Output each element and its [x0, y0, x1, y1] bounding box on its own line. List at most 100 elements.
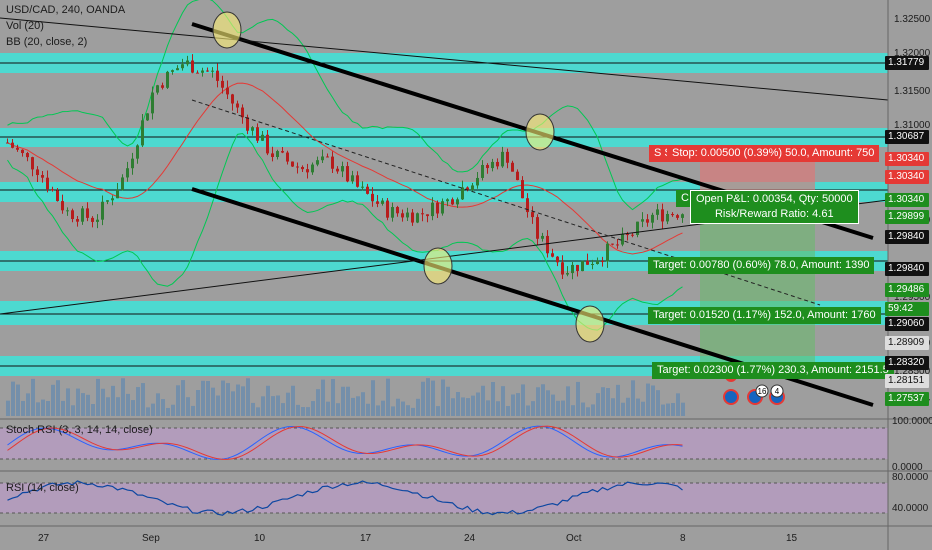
volume-bar	[306, 407, 310, 416]
price-label-plain: 1.28151	[885, 374, 929, 388]
volume-bar	[346, 386, 350, 416]
volume-legend[interactable]: Vol (20)	[6, 20, 44, 32]
candle	[236, 103, 239, 108]
volume-bar	[641, 401, 645, 416]
volume-bar	[21, 400, 25, 416]
volume-bar	[681, 402, 685, 416]
candle	[506, 151, 509, 163]
volume-bar	[581, 402, 585, 416]
badge-16	[755, 384, 769, 398]
volume-bar	[456, 392, 460, 416]
candle	[441, 201, 444, 214]
volume-bar	[386, 378, 390, 416]
volume-bar	[251, 402, 255, 416]
stop-order[interactable]: Stop: 0.00500 (0.39%) 50.0, Amount: 750	[667, 145, 880, 162]
volume-bar	[61, 400, 65, 416]
time-tick: 15	[786, 533, 798, 544]
candle	[446, 199, 449, 202]
candle	[46, 177, 49, 190]
volume-bar	[146, 407, 150, 416]
volume-bar	[576, 381, 580, 416]
candle	[351, 175, 354, 182]
stoch-legend[interactable]: Stoch RSI (3, 3, 14, 14, close)	[6, 424, 153, 436]
rsi-legend[interactable]: RSI (14, close)	[6, 482, 79, 494]
candle	[31, 157, 34, 170]
candle	[66, 210, 69, 212]
volume-bar	[281, 403, 285, 416]
volume-bar	[276, 395, 280, 416]
volume-bar	[496, 401, 500, 416]
volume-bar	[6, 400, 10, 416]
candle	[161, 85, 164, 88]
candle	[91, 217, 94, 222]
volume-bar	[611, 398, 615, 416]
price-label-target: 1.29486	[885, 283, 929, 297]
bb-legend[interactable]: BB (20, close, 2)	[6, 36, 88, 48]
candle	[316, 160, 319, 165]
candle	[216, 70, 219, 81]
price-label-stop: 1.30340	[885, 170, 929, 184]
candle	[306, 169, 309, 173]
candle	[301, 166, 304, 170]
volume-bar	[241, 386, 245, 416]
candle	[671, 213, 674, 216]
volume-bar	[556, 400, 560, 416]
candle	[676, 215, 679, 218]
candle	[641, 219, 644, 222]
candle	[646, 219, 649, 223]
price-label-last: 1.29899	[885, 210, 929, 224]
target-1[interactable]: Target: 0.00780 (0.60%) 78.0, Amount: 13…	[648, 257, 875, 274]
candle	[551, 253, 554, 257]
volume-bar	[111, 385, 115, 416]
volume-bar	[81, 393, 85, 416]
open-pnl: Open P&L: 0.00354, Qty: 50000	[696, 193, 853, 205]
candle	[451, 199, 454, 205]
target-2[interactable]: Target: 0.01520 (1.17%) 152.0, Amount: 1…	[648, 307, 881, 324]
candle	[581, 260, 584, 272]
candle	[191, 60, 194, 73]
candle	[336, 168, 339, 172]
target-3[interactable]: Target: 0.02300 (1.77%) 230.3, Amount: 2…	[652, 362, 894, 379]
pnl-box[interactable]: Open P&L: 0.00354, Qty: 50000 Risk/Rewar…	[690, 190, 859, 224]
volume-bar	[351, 397, 355, 416]
candle	[256, 127, 259, 141]
volume-bar	[206, 381, 210, 416]
volume-bar	[416, 398, 420, 416]
candle	[276, 151, 279, 157]
candle	[126, 168, 129, 178]
candle	[271, 153, 274, 157]
candle	[61, 201, 64, 211]
candle	[71, 210, 74, 220]
candle	[251, 127, 254, 131]
volume-bar	[236, 384, 240, 416]
volume-bar	[331, 379, 335, 416]
price-label-target: 1.27537	[885, 392, 929, 406]
price-label-stop: 1.30340	[885, 152, 929, 166]
flag-icon	[723, 389, 739, 405]
bb-upper	[7, 0, 683, 211]
candle	[631, 234, 634, 236]
candle	[81, 208, 84, 222]
candle	[656, 209, 659, 215]
indicator-tick: 40.0000	[892, 503, 929, 514]
volume-bar	[316, 389, 320, 416]
symbol-legend[interactable]: USD/CAD, 240, OANDA	[6, 4, 126, 16]
rsi-band	[0, 483, 888, 513]
candle	[526, 198, 529, 213]
candle	[521, 180, 524, 199]
candle	[501, 151, 504, 167]
volume-bar	[651, 385, 655, 416]
candle	[311, 164, 314, 173]
volume-bar	[391, 406, 395, 416]
candle	[666, 213, 669, 222]
candle	[226, 87, 229, 95]
stoch-d-line	[7, 425, 683, 460]
rsi-line	[7, 480, 683, 516]
price-tick: 1.31000	[894, 120, 931, 131]
candle	[356, 175, 359, 187]
volume-bar	[326, 401, 330, 416]
candle	[101, 201, 104, 220]
volume-bar	[441, 379, 445, 416]
volume-bar	[296, 404, 300, 416]
